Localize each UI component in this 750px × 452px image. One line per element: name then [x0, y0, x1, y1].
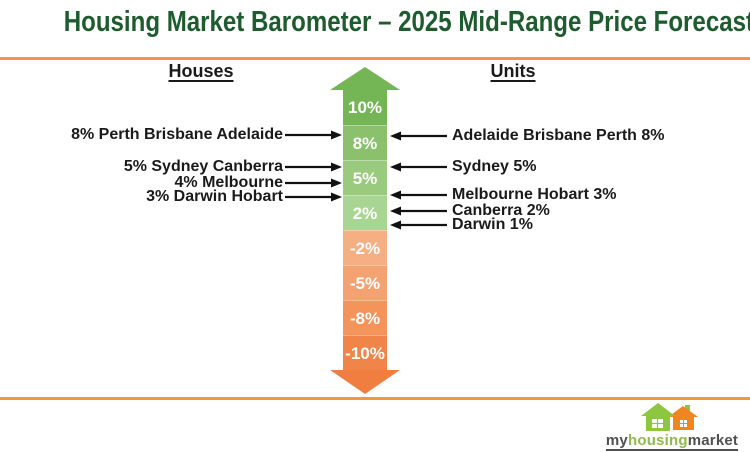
units-column-header: Units: [490, 61, 536, 81]
logo-housing: housing: [627, 432, 688, 449]
units-row-label: Adelaide Brisbane Perth 8%: [452, 127, 665, 144]
barometer-segment: -8%: [343, 300, 387, 335]
barometer-down-arrow-icon: [330, 370, 400, 394]
barometer: 10% 8% 5% 2% -2% -5% -8% -10%: [330, 67, 400, 394]
houses-row-label: 5% Sydney Canberra: [123, 158, 283, 175]
arrow-left-icon: [390, 220, 447, 230]
barometer-segment: -5%: [343, 265, 387, 300]
logo-my: my: [605, 432, 628, 449]
arrow-left-icon: [390, 162, 447, 172]
barometer-segment: 2%: [343, 195, 387, 230]
bottom-divider: [0, 397, 750, 400]
barometer-segment: -10%: [343, 335, 387, 370]
houses-row-label: 4% Melbourne: [174, 174, 283, 191]
page-title: Housing Market Barometer – 2025 Mid-Rang…: [63, 6, 750, 38]
top-divider: [0, 57, 750, 60]
houses-row-label: 3% Darwin Hobart: [146, 188, 283, 205]
barometer-segment: 8%: [343, 125, 387, 160]
logo-wordmark: myhousingmarket: [605, 432, 739, 451]
arrow-left-icon: [390, 190, 447, 200]
barometer-segment: -2%: [343, 230, 387, 265]
barometer-shaft: 10% 8% 5% 2% -2% -5% -8% -10%: [343, 90, 387, 370]
houses-icon: [641, 403, 698, 431]
units-row-label: Melbourne Hobart 3%: [452, 186, 617, 203]
units-row-label: Sydney 5%: [452, 158, 537, 175]
barometer-up-arrow-icon: [330, 67, 400, 90]
barometer-segment: 10%: [343, 90, 387, 125]
houses-column-header: Houses: [168, 61, 234, 81]
houses-row-label: 8% Perth Brisbane Adelaide: [71, 126, 283, 143]
arrow-right-icon: [285, 130, 342, 140]
arrow-left-icon: [390, 131, 447, 141]
units-row-label: Darwin 1%: [452, 216, 533, 233]
barometer-segment: 5%: [343, 160, 387, 195]
arrow-right-icon: [285, 162, 342, 172]
arrow-right-icon: [285, 192, 342, 202]
units-row-label: Canberra 2%: [452, 202, 550, 219]
arrow-left-icon: [390, 206, 447, 216]
arrow-right-icon: [285, 178, 342, 188]
myhousingmarket-logo: myhousingmarket: [598, 401, 746, 451]
logo-market: market: [687, 432, 739, 449]
